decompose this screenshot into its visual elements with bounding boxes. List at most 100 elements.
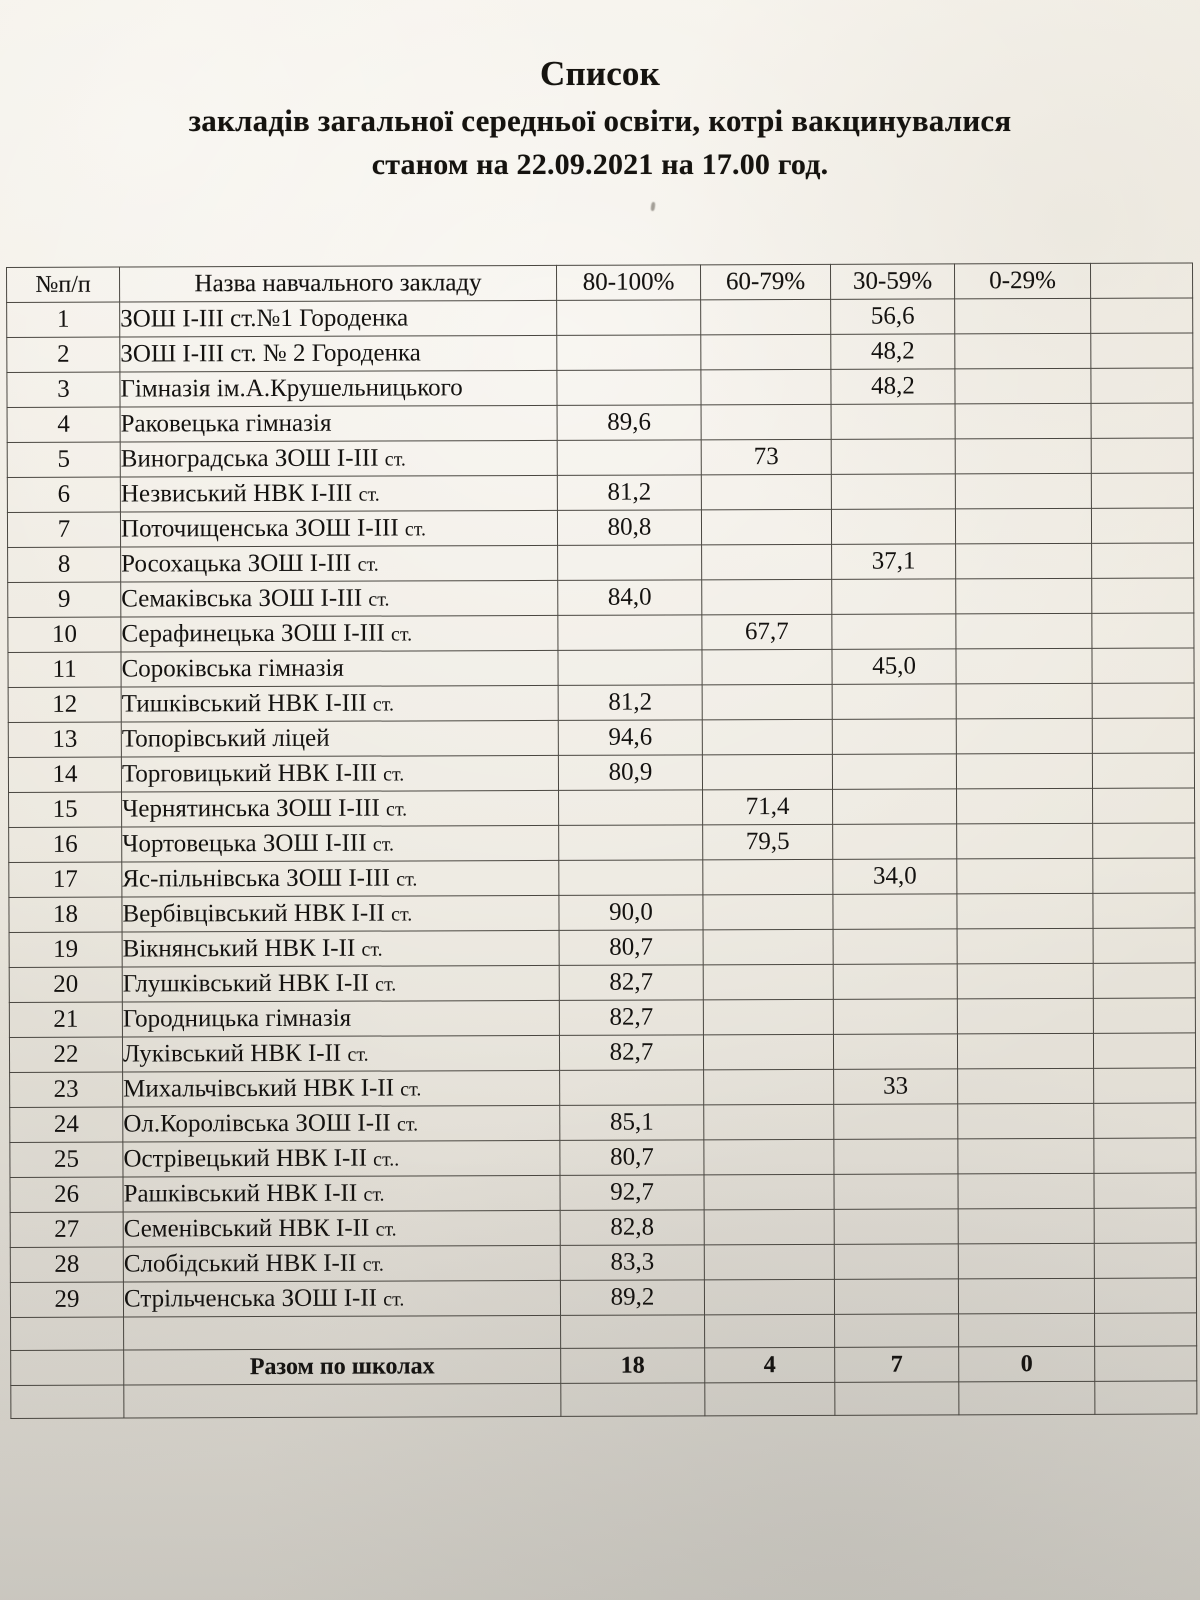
cell-row-number: 6 — [7, 477, 121, 513]
cell-school-name: Серафинецька ЗОШ I-III ст. — [120, 615, 558, 653]
cell-school-name: Топорівський ліцей — [121, 720, 559, 758]
blank-cell — [958, 1381, 1095, 1415]
cell-band-60-79 — [703, 1034, 834, 1070]
cell-band-60-79 — [702, 859, 833, 895]
cell-extra — [1091, 612, 1194, 649]
cell-band-60-79: 67,7 — [701, 614, 832, 650]
table-row: 3 Гімназія ім.А.Крушельницького 48,2 — [6, 367, 1194, 408]
cell-extra — [1093, 1172, 1197, 1209]
cell-band-80-100 — [558, 824, 703, 861]
cell-band-80-100 — [558, 859, 703, 896]
cell-band-80-100: 85,1 — [559, 1104, 704, 1141]
table-row: 27 Семенівський НВК I-II ст. 82,8 — [10, 1207, 1197, 1248]
cell-band-60-79 — [702, 754, 833, 790]
cell-band-0-29 — [955, 473, 1092, 509]
cell-school-name: Поточищенська ЗОШ I-III ст. — [120, 510, 558, 548]
cell-band-30-59 — [833, 998, 958, 1035]
cell-band-60-79 — [701, 509, 832, 545]
cell-band-30-59 — [833, 963, 958, 1000]
cell-school-name: Чортовецька ЗОШ I-III ст. — [121, 825, 559, 863]
cell-extra — [1091, 472, 1194, 509]
cell-band-80-100 — [557, 614, 702, 651]
blank-cell — [1094, 1380, 1197, 1415]
cell-band-0-29 — [957, 1103, 1094, 1139]
cell-extra — [1092, 822, 1195, 859]
cell-band-80-100: 82,7 — [559, 1034, 704, 1071]
table-row: 1 ЗОШ I-III ст.№1 Городенка 56,6 — [6, 297, 1193, 338]
cell-extra — [1091, 437, 1194, 474]
header-band-30-59: 30-59% — [830, 263, 955, 300]
cell-band-60-79 — [701, 474, 832, 510]
cell-extra — [1093, 962, 1196, 999]
cell-row-number: 2 — [6, 337, 120, 373]
cell-band-80-100: 80,7 — [559, 929, 704, 966]
school-level-suffix: ст. — [372, 693, 395, 716]
cell-school-name: Семенівський НВК I-II ст. — [123, 1210, 561, 1248]
table-row: 12 Тишківський НВК I-III ст. 81,2 — [8, 682, 1195, 723]
cell-school-name: Чернятинська ЗОШ I-III ст. — [121, 790, 559, 828]
school-level-suffix: ст. — [358, 483, 380, 506]
blank-cell — [123, 1383, 561, 1419]
cell-band-80-100 — [557, 439, 702, 476]
cell-band-30-59: 34,0 — [832, 858, 957, 895]
school-level-suffix: ст. — [362, 1253, 384, 1276]
cell-extra — [1093, 1102, 1196, 1139]
cell-band-30-59 — [832, 893, 958, 930]
cell-band-80-100: 94,6 — [558, 719, 703, 756]
cell-band-30-59: 56,6 — [830, 298, 955, 335]
cell-row-number: 19 — [9, 932, 123, 968]
table-row: 14 Торговицький НВК I-III ст. 80,9 — [8, 752, 1195, 793]
cell-band-80-100 — [556, 369, 702, 406]
cell-band-60-79 — [703, 999, 834, 1035]
cell-extra — [1093, 1067, 1196, 1104]
school-level-suffix: ст. — [391, 903, 413, 926]
cell-totals-label: Разом по школах — [123, 1348, 561, 1386]
cell-school-name: Рашківський НВК I-II ст. — [122, 1175, 561, 1213]
cell-band-30-59 — [833, 1173, 959, 1210]
cell-band-60-79: 71,4 — [702, 789, 833, 825]
cell-band-60-79: 73 — [701, 439, 832, 475]
cell-band-0-29 — [958, 1208, 1095, 1244]
cell-row-number: 23 — [9, 1072, 123, 1108]
cell-band-0-29 — [955, 438, 1092, 474]
school-level-suffix: ст. — [375, 973, 397, 996]
cell-band-0-29 — [956, 893, 1094, 929]
cell-row-number: 13 — [8, 722, 122, 758]
cell-band-80-100 — [556, 334, 701, 371]
cell-band-30-59 — [831, 473, 956, 510]
blank-cell — [1094, 1312, 1197, 1347]
table-row: 26 Рашківський НВК I-II ст. 92,7 — [9, 1172, 1197, 1213]
cell-row-number: 10 — [7, 617, 121, 653]
table-row: 8 Росохацька ЗОШ I-III ст. 37,1 — [7, 542, 1194, 583]
blank-cell — [958, 1313, 1095, 1347]
cell-band-60-79 — [703, 1104, 834, 1140]
school-level-suffix: ст. — [357, 553, 379, 576]
blank-cell — [834, 1313, 959, 1348]
school-level-suffix: ст. — [361, 938, 383, 961]
cell-band-60-79 — [703, 1174, 835, 1210]
school-level-suffix: ст. — [404, 518, 427, 541]
cell-band-30-59 — [833, 1103, 958, 1140]
cell-band-60-79 — [704, 1279, 835, 1315]
cell-row-number: 12 — [8, 687, 122, 723]
cell-school-name: Сороківська гімназія — [120, 650, 559, 688]
cell-band-0-29 — [954, 333, 1091, 369]
cell-band-0-29 — [956, 858, 1093, 894]
cell-school-name: Яс-пільнівська ЗОШ I-III ст. — [121, 860, 559, 898]
blank-cell — [704, 1382, 835, 1416]
cell-extra — [1091, 542, 1194, 579]
cell-extra — [1094, 1207, 1197, 1244]
cell-band-30-59 — [834, 1278, 959, 1315]
cell-band-80-100 — [559, 1069, 704, 1106]
table-row: 29 Стрільченська ЗОШ I-II ст. 89,2 — [10, 1277, 1197, 1318]
vaccination-table-container: №п/п Назва навчального закладу 80-100% 6… — [6, 262, 1200, 1419]
table-row: 17 Яс-пільнівська ЗОШ I-III ст. 34,0 — [8, 857, 1195, 898]
cell-band-0-29 — [957, 928, 1094, 964]
blank-cell — [10, 1385, 124, 1419]
cell-band-80-100: 80,8 — [557, 509, 702, 546]
cell-band-0-29 — [954, 298, 1091, 334]
table-row: 10 Серафинецька ЗОШ I-III ст. 67,7 — [7, 612, 1194, 653]
cell-band-30-59 — [831, 613, 956, 650]
table-body: 1 ЗОШ I-III ст.№1 Городенка 56,6 2 ЗОШ I-III… — [6, 297, 1197, 1419]
cell-row-number: 1 — [6, 302, 120, 338]
